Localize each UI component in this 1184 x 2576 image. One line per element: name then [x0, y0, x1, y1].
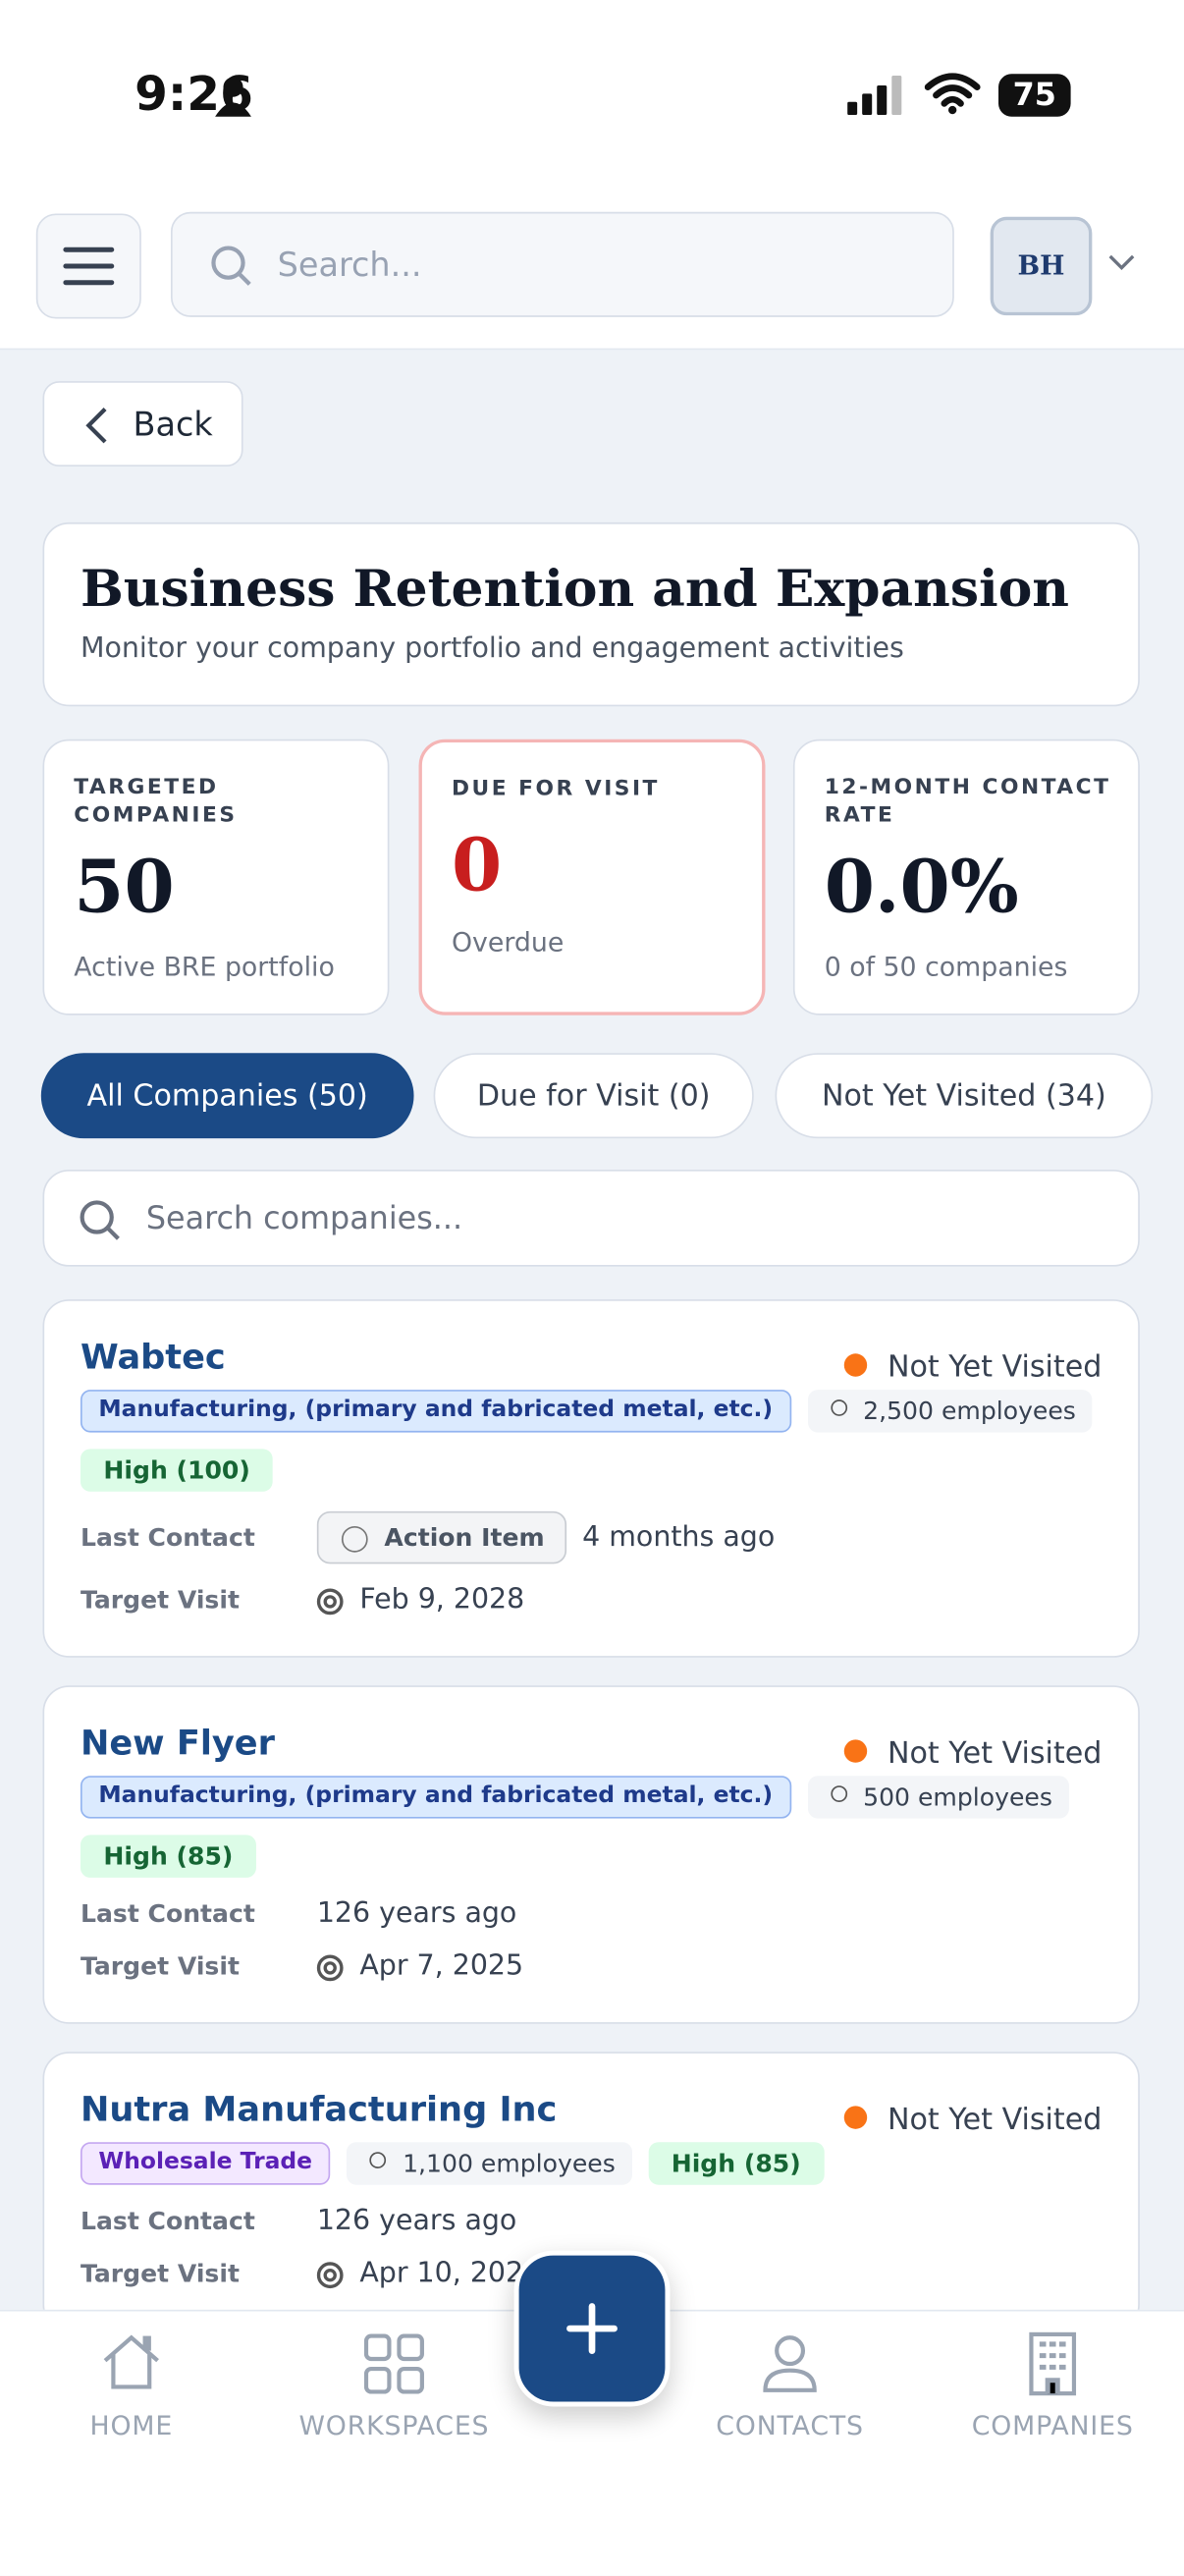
tags: Manufacturing, (primary and fabricated m… — [80, 1390, 1102, 1492]
company-name: New Flyer — [80, 1723, 275, 1763]
tags: Wholesale Trade 1,100 employees High (85) — [80, 2142, 1102, 2185]
employee-count: 1,100 employees — [347, 2142, 632, 2185]
priority-tag: High (85) — [80, 1835, 256, 1878]
add-button[interactable] — [513, 2250, 671, 2407]
industry-tag: Wholesale Trade — [80, 2142, 331, 2185]
employee-count: 500 employees — [807, 1776, 1069, 1819]
nav-label[interactable]: WORKSPACES — [298, 2409, 490, 2441]
stat-sub: Overdue — [451, 926, 565, 959]
user-icon — [215, 77, 251, 117]
nav-icon[interactable] — [361, 2331, 427, 2397]
nav-icon[interactable] — [757, 2331, 823, 2397]
company-list: Wabtec Not Yet Visited Manufacturing, (pri… — [42, 1299, 1140, 2331]
title-card: Business Retention and Expansion Monitor… — [42, 521, 1140, 707]
battery: 75 — [998, 74, 1071, 117]
nav-label[interactable]: HOME — [89, 2409, 174, 2441]
stat-sub: Active BRE portfolio — [74, 951, 335, 983]
tags: Manufacturing, (primary and fabricated m… — [80, 1776, 1102, 1878]
company-card[interactable]: Nutra Manufacturing Inc Not Yet Visited Wh… — [42, 2052, 1140, 2331]
last-contact: 126 years ago — [316, 1896, 517, 1931]
status-bar: 9:26 75 — [0, 0, 1184, 181]
chevron[interactable] — [1106, 253, 1136, 273]
visit-status: Not Yet Visited — [844, 2103, 1102, 2137]
priority-tag: High (100) — [80, 1449, 274, 1492]
company-name: Wabtec — [80, 1337, 226, 1377]
nav-label[interactable]: COMPANIES — [971, 2409, 1134, 2441]
nav-icon[interactable] — [1020, 2331, 1086, 2397]
stat-card: DUE FOR VISIT 0 Overdue — [418, 739, 766, 1015]
page-title: Business Retention and Expansion — [80, 560, 1070, 620]
label: Last Contact — [80, 2206, 255, 2236]
stat-value: 0 — [451, 824, 503, 909]
back-label: Back — [133, 404, 213, 444]
signal-icon — [847, 75, 902, 116]
priority-tag: High (85) — [648, 2142, 825, 2185]
company-search[interactable]: Search companies... — [42, 1169, 1140, 1267]
stat-card: 12-MONTH CONTACT RATE 0.0% 0 of 50 compani… — [792, 739, 1140, 1015]
stat-sub: 0 of 50 companies — [824, 951, 1068, 983]
visit-status: Not Yet Visited — [844, 1736, 1102, 1771]
page-subtitle: Monitor your company portfolio and engag… — [80, 631, 904, 666]
label: Target Visit — [80, 2258, 240, 2289]
label: Last Contact — [80, 1898, 255, 1929]
company-search-placeholder: Search companies... — [145, 1200, 463, 1237]
back-button[interactable]: Back — [42, 381, 243, 467]
filter-tab[interactable]: All Companies (50) — [40, 1053, 414, 1139]
stat-card: TARGETED COMPANIES 50 Active BRE portfolio — [42, 739, 390, 1015]
nav-label[interactable]: CONTACTS — [716, 2409, 864, 2441]
last-contact-row: Last Contact Action Item 4 months ago — [80, 1510, 1102, 1564]
stat-value: 50 — [74, 846, 175, 930]
nav-icon[interactable] — [98, 2331, 164, 2397]
last-contact-row: Last Contact 126 years ago — [81, 2205, 1102, 2237]
search-placeholder: Search... — [277, 245, 422, 285]
target-visit: Apr 7, 2025 — [316, 1949, 523, 1983]
stat-label: 12-MONTH CONTACT RATE — [824, 775, 1111, 829]
target-visit-row: Target Visit Apr 10, 2025 — [81, 2257, 1102, 2289]
industry-tag: Manufacturing, (primary and fabricated m… — [80, 1390, 791, 1433]
target-visit-row: Target Visit Feb 9, 2028 — [81, 1583, 1102, 1616]
avatar[interactable]: BH — [990, 216, 1093, 316]
menu-button[interactable] — [35, 213, 141, 319]
wifi-icon — [924, 73, 981, 115]
search-field[interactable]: Search... — [170, 211, 954, 317]
header: Search... BH — [0, 180, 1184, 351]
target-visit-row: Target Visit Apr 7, 2025 — [81, 1949, 1102, 1982]
industry-tag: Manufacturing, (primary and fabricated m… — [80, 1776, 791, 1819]
stat-value: 0.0% — [824, 846, 1019, 930]
label: Target Visit — [80, 1951, 240, 1982]
last-contact: 4 months ago — [582, 1520, 776, 1555]
label: Last Contact — [80, 1522, 255, 1553]
employee-count: 2,500 employees — [807, 1390, 1093, 1433]
filter-tab[interactable]: Due for Visit (0) — [433, 1053, 754, 1139]
target-visit: Apr 10, 2025 — [316, 2257, 541, 2290]
company-card[interactable]: New Flyer Not Yet Visited Manufacturing, (… — [42, 1685, 1140, 2024]
target-visit: Feb 9, 2028 — [316, 1583, 524, 1617]
last-contact-row: Last Contact 126 years ago — [81, 1897, 1102, 1930]
action-item[interactable]: Action Item — [316, 1510, 566, 1564]
last-contact: 126 years ago — [316, 2204, 517, 2238]
company-name: Nutra Manufacturing Inc — [80, 2089, 558, 2129]
label: Target Visit — [80, 1585, 240, 1616]
stat-label: DUE FOR VISIT — [451, 777, 660, 802]
filter-tab[interactable]: Not Yet Visited (34) — [775, 1053, 1154, 1139]
company-card[interactable]: Wabtec Not Yet Visited Manufacturing, (pri… — [42, 1299, 1140, 1658]
stat-label: TARGETED COMPANIES — [74, 775, 238, 829]
visit-status: Not Yet Visited — [844, 1350, 1102, 1385]
